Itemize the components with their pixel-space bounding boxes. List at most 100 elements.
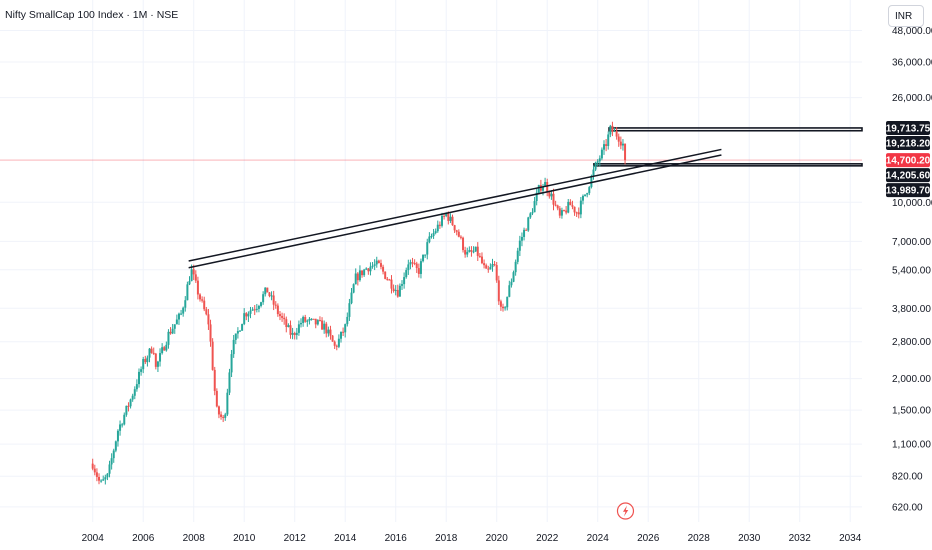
- x-tick-label: 2030: [738, 533, 761, 544]
- candle-body: [367, 268, 370, 272]
- candle-body: [430, 236, 433, 238]
- candle-body: [260, 302, 263, 306]
- currency-button[interactable]: INR: [888, 5, 924, 27]
- price-zones: [593, 127, 863, 167]
- candle-body: [278, 314, 281, 317]
- candle-body: [308, 318, 311, 321]
- candle-body: [232, 339, 235, 355]
- candle-body: [173, 324, 176, 329]
- candle-body: [156, 361, 159, 367]
- candle-body: [104, 477, 107, 480]
- candle-body: [135, 384, 138, 390]
- candle-body: [300, 322, 303, 325]
- candle-body: [306, 320, 309, 322]
- candle-body: [417, 268, 420, 274]
- candle-body: [459, 236, 462, 238]
- trendlines[interactable]: [188, 148, 722, 269]
- candle-body: [573, 206, 576, 213]
- candle-body: [350, 292, 353, 304]
- candle-body: [312, 318, 315, 320]
- x-tick-label: 2012: [284, 533, 307, 544]
- y-tick-label: 5,400.00: [892, 265, 931, 276]
- x-tick-label: 2026: [637, 533, 660, 544]
- time-axis[interactable]: 2004 2006 2008 2010 2012 2014 2016 2018 2020 2022…: [82, 533, 862, 544]
- candle-body: [348, 303, 351, 317]
- candle-body: [293, 333, 296, 336]
- candle-body: [344, 324, 347, 333]
- candle-body: [506, 296, 509, 308]
- candle-body: [323, 323, 326, 330]
- candle-body: [184, 300, 187, 308]
- candle-body: [247, 313, 250, 317]
- price-axis[interactable]: 620.00 820.00 1,100.00 1,500.00 2,000.00 2,80…: [892, 26, 932, 513]
- candle-body: [621, 143, 624, 146]
- candle-body: [102, 479, 105, 481]
- candle-body: [257, 305, 260, 309]
- candle-body: [531, 212, 534, 214]
- candle-body: [466, 251, 469, 255]
- candle-body: [594, 162, 597, 170]
- candle-body: [169, 331, 172, 334]
- candle-body: [192, 269, 195, 275]
- trendline[interactable]: [188, 148, 722, 262]
- x-tick-label: 2022: [536, 533, 559, 544]
- candle-body: [575, 212, 578, 214]
- candle-body: [213, 369, 216, 391]
- candle-body: [624, 143, 627, 161]
- candle-body: [405, 270, 408, 278]
- candle-body: [476, 246, 479, 256]
- candle-body: [333, 341, 336, 346]
- event-marker[interactable]: [616, 502, 635, 520]
- candle-body: [424, 254, 427, 256]
- candle-body: [537, 185, 540, 193]
- candle-body: [603, 144, 606, 150]
- candle-body: [234, 333, 237, 340]
- candle-body: [243, 313, 246, 325]
- candle-body: [159, 353, 162, 362]
- candle-body: [274, 304, 277, 306]
- candle-body: [106, 473, 109, 478]
- candle-body: [272, 295, 275, 305]
- candle-body: [123, 414, 126, 425]
- candle-body: [289, 325, 292, 335]
- candle-body: [514, 261, 517, 273]
- candle-body: [438, 224, 441, 226]
- candle-body: [516, 250, 519, 262]
- candles: [91, 121, 627, 485]
- candle-body: [419, 261, 422, 274]
- candle-body: [605, 144, 608, 146]
- candle-body: [236, 331, 239, 334]
- candle-body: [592, 169, 595, 176]
- x-tick-label: 2016: [385, 533, 408, 544]
- price-labels: 19,713.75 19,218.20 14,700.20 14,205.60 13,9…: [886, 120, 931, 198]
- candle-body: [249, 310, 252, 314]
- candle-body: [369, 266, 372, 272]
- candle-body: [462, 237, 465, 251]
- candle-body: [226, 392, 229, 415]
- trendline[interactable]: [188, 154, 722, 269]
- candle-body: [411, 262, 414, 264]
- candle-body: [529, 213, 532, 218]
- candle-body: [560, 210, 563, 216]
- candle-body: [491, 264, 494, 268]
- candle-body: [108, 464, 111, 474]
- candle-body: [371, 265, 374, 267]
- candle-body: [390, 279, 393, 289]
- candle-body: [451, 216, 454, 226]
- price-label-bg: [886, 120, 930, 135]
- candle-body: [137, 371, 140, 385]
- candle-body: [449, 216, 452, 221]
- support-resistance-zone[interactable]: [608, 127, 863, 132]
- candle-body: [361, 270, 364, 276]
- candle-body: [554, 204, 557, 206]
- candle-body: [607, 134, 610, 146]
- candle-body: [337, 338, 340, 347]
- candle-body: [487, 268, 490, 270]
- x-tick-label: 2014: [334, 533, 357, 544]
- candle-body: [325, 323, 328, 334]
- candle-body: [217, 406, 220, 415]
- candle-body: [375, 260, 378, 265]
- candle-body: [150, 348, 153, 353]
- support-resistance-zone[interactable]: [593, 163, 863, 167]
